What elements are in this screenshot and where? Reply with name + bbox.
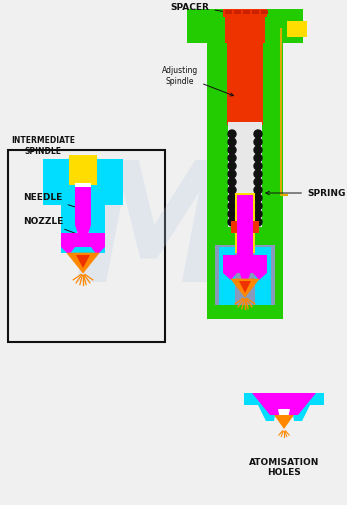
- Bar: [43, 160, 123, 206]
- Polygon shape: [237, 195, 253, 287]
- Polygon shape: [61, 233, 105, 256]
- Circle shape: [228, 171, 236, 179]
- Circle shape: [228, 131, 236, 139]
- Polygon shape: [223, 256, 267, 280]
- Circle shape: [254, 171, 262, 179]
- Polygon shape: [76, 256, 90, 269]
- Bar: [61, 241, 105, 254]
- Polygon shape: [278, 409, 290, 419]
- Bar: [227, 44, 263, 126]
- Polygon shape: [231, 279, 259, 297]
- Bar: [75, 184, 91, 189]
- Circle shape: [228, 155, 236, 163]
- Text: NEEDLE: NEEDLE: [23, 193, 81, 210]
- Text: INTERMEDIATE
SPINDLE: INTERMEDIATE SPINDLE: [11, 136, 82, 166]
- Circle shape: [254, 179, 262, 187]
- Bar: [69, 156, 97, 186]
- Circle shape: [228, 163, 236, 171]
- Polygon shape: [252, 393, 316, 415]
- Bar: [187, 10, 303, 44]
- Bar: [252, 11, 259, 15]
- Bar: [207, 44, 283, 319]
- Polygon shape: [67, 254, 99, 274]
- Circle shape: [254, 155, 262, 163]
- Bar: [287, 22, 307, 38]
- Text: SPACER: SPACER: [171, 3, 241, 17]
- Bar: [225, 16, 265, 44]
- Circle shape: [254, 139, 262, 147]
- Bar: [223, 10, 267, 18]
- Bar: [228, 123, 262, 228]
- Circle shape: [254, 163, 262, 171]
- Circle shape: [228, 179, 236, 187]
- Bar: [89, 197, 105, 247]
- Circle shape: [228, 187, 236, 194]
- Circle shape: [228, 211, 236, 219]
- Bar: [255, 247, 271, 306]
- Circle shape: [228, 219, 236, 227]
- Bar: [61, 197, 77, 247]
- Circle shape: [254, 147, 262, 155]
- Text: SPRING: SPRING: [266, 189, 345, 198]
- Polygon shape: [274, 415, 294, 429]
- Bar: [225, 11, 232, 15]
- Circle shape: [228, 139, 236, 147]
- Text: ATOMISATION
HOLES: ATOMISATION HOLES: [249, 457, 319, 476]
- Circle shape: [254, 187, 262, 194]
- Polygon shape: [75, 188, 91, 247]
- Circle shape: [254, 194, 262, 203]
- Circle shape: [254, 219, 262, 227]
- Circle shape: [254, 211, 262, 219]
- Circle shape: [254, 131, 262, 139]
- Text: Adjusting
Spindle: Adjusting Spindle: [162, 66, 234, 97]
- Bar: [261, 11, 268, 15]
- Bar: [234, 11, 241, 15]
- Circle shape: [228, 147, 236, 155]
- Circle shape: [228, 194, 236, 203]
- Bar: [235, 193, 255, 254]
- Bar: [219, 247, 235, 306]
- Bar: [8, 150, 165, 342]
- Text: NOZZLE: NOZZLE: [23, 217, 82, 236]
- Polygon shape: [244, 393, 324, 421]
- Text: M: M: [72, 154, 238, 317]
- Circle shape: [228, 203, 236, 211]
- Bar: [231, 222, 259, 233]
- Polygon shape: [239, 281, 251, 293]
- Bar: [243, 11, 250, 15]
- Bar: [215, 245, 275, 306]
- Circle shape: [254, 203, 262, 211]
